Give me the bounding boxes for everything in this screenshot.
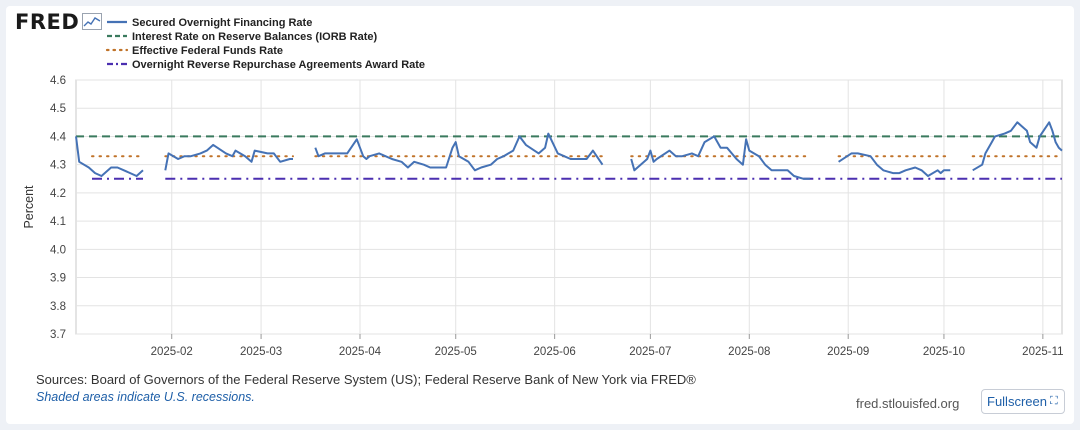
series-line [972, 121, 1063, 172]
x-tick-label: 2025-10 [923, 346, 965, 358]
fred-logo[interactable]: FRED [15, 10, 80, 34]
y-tick-label: 4.0 [50, 244, 66, 256]
y-tick-label: 4.1 [50, 216, 66, 228]
y-tick-label: 4.6 [50, 75, 66, 87]
series-line [838, 152, 951, 177]
x-tick-label: 2025-09 [827, 346, 869, 358]
x-tick-label: 2025-05 [435, 346, 477, 358]
x-tick-label: 2025-08 [728, 346, 770, 358]
x-tick-label: 2025-06 [534, 346, 576, 358]
y-axis-label: Percent [22, 185, 36, 229]
y-tick-label: 4.5 [50, 103, 66, 115]
fred-graph-logo-icon [82, 13, 102, 30]
fullscreen-label: Fullscreen [987, 394, 1047, 409]
series-line [630, 135, 810, 180]
y-tick-label: 4.4 [50, 131, 67, 143]
y-tick-label: 3.7 [50, 329, 66, 341]
x-tick-label: 2025-07 [629, 346, 671, 358]
y-tick-label: 4.2 [50, 188, 66, 200]
legend-label[interactable]: Effective Federal Funds Rate [132, 45, 283, 57]
fullscreen-icon: ⛶ [1049, 395, 1058, 407]
y-tick-label: 3.9 [50, 273, 66, 285]
sources-text: Sources: Board of Governors of the Feder… [36, 372, 696, 387]
recession-note: Shaded areas indicate U.S. recessions. [36, 390, 255, 404]
series-line [75, 136, 144, 177]
series-line [164, 143, 293, 171]
legend-label[interactable]: Secured Overnight Financing Rate [132, 17, 312, 29]
x-tick-label: 2025-11 [1022, 346, 1063, 358]
legend-label[interactable]: Interest Rate on Reserve Balances (IORB … [132, 31, 377, 43]
x-tick-label: 2025-03 [240, 346, 282, 358]
x-tick-label: 2025-04 [339, 346, 382, 358]
x-tick-label: 2025-02 [151, 346, 193, 358]
fullscreen-button[interactable]: Fullscreen ⛶ [981, 389, 1065, 414]
series-line [314, 132, 604, 172]
series-0 [75, 121, 1063, 180]
y-tick-label: 4.3 [50, 160, 66, 172]
plot-area [75, 79, 1063, 335]
y-tick-label: 3.8 [50, 301, 66, 313]
legend-label[interactable]: Overnight Reverse Repurchase Agreements … [132, 59, 425, 71]
site-url[interactable]: fred.stlouisfed.org [856, 396, 960, 411]
